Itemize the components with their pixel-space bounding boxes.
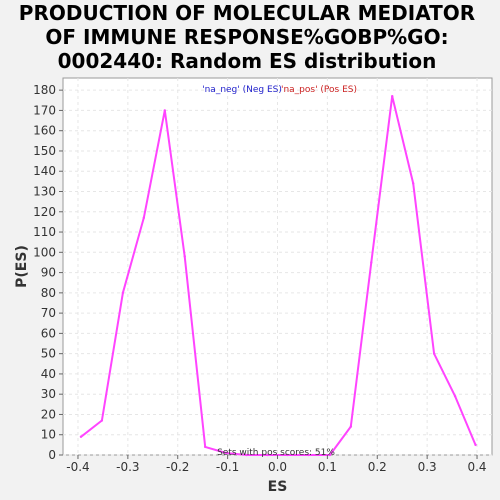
- pos-score-annotation: Sets with pos scores: 51%: [217, 448, 335, 458]
- x-tick-label: -0.3: [116, 460, 139, 474]
- x-tick-label: 0.3: [418, 460, 437, 474]
- data-point: [121, 291, 125, 295]
- data-point: [411, 182, 415, 185]
- title-line-0: PRODUCTION OF MOLECULAR MEDIATOR: [19, 1, 475, 25]
- y-tick-label: 100: [33, 245, 56, 259]
- y-tick-label: 50: [41, 347, 56, 361]
- y-tick-label: 180: [33, 83, 56, 97]
- y-tick-label: 70: [41, 306, 56, 320]
- y-tick-label: 20: [41, 407, 56, 421]
- y-tick-label: 150: [33, 144, 56, 158]
- data-point: [203, 445, 207, 449]
- title-line-1: OF IMMUNE RESPONSE%GOBP%GO:: [45, 25, 448, 49]
- title-line-2: 0002440: Random ES distribution: [58, 49, 437, 73]
- y-tick-label: 30: [41, 387, 56, 401]
- data-point: [183, 255, 186, 258]
- y-tick-label: 0: [48, 448, 56, 462]
- y-tick-label: 120: [33, 205, 56, 219]
- data-point: [370, 261, 373, 264]
- y-tick-label: 160: [33, 124, 56, 138]
- y-tick-label: 140: [33, 164, 56, 178]
- x-tick-label: 0.4: [467, 460, 486, 474]
- data-point: [391, 95, 394, 98]
- data-point: [163, 109, 166, 112]
- data-point: [266, 453, 269, 457]
- data-point: [307, 453, 310, 457]
- grid-lines: [63, 78, 492, 456]
- x-tick-label: -0.1: [216, 460, 239, 474]
- x-tick-label: -0.2: [166, 460, 189, 474]
- y-tick-label: 130: [33, 185, 56, 199]
- y-axis-label: P(ES): [14, 245, 30, 288]
- y-tick-label: 40: [41, 367, 56, 381]
- x-axis-label: ES: [268, 479, 288, 495]
- legend: 'na_neg' (Neg ES)'na_pos' (Pos ES): [202, 85, 357, 95]
- x-tick-label: -0.4: [66, 460, 89, 474]
- data-point: [453, 395, 457, 398]
- data-point: [142, 216, 146, 220]
- legend-entry-0: 'na_neg' (Neg ES): [202, 85, 282, 95]
- data-point: [328, 453, 332, 457]
- y-tick-label: 110: [33, 225, 56, 239]
- y-tick-label: 80: [41, 286, 56, 300]
- data-point: [79, 435, 83, 438]
- y-tick-label: 170: [33, 103, 56, 117]
- x-tick-label: 0.2: [368, 460, 387, 474]
- data-point: [474, 443, 477, 447]
- y-tick-label: 90: [41, 266, 56, 280]
- x-tick-label: 0.0: [268, 460, 287, 474]
- data-point: [245, 453, 248, 457]
- y-tick-label: 10: [41, 428, 56, 442]
- data-point: [349, 425, 353, 428]
- axes: 0 10 20 30 40 50 60 70 80 90 100 110 120 130 140 150 160…: [33, 83, 486, 474]
- data-point: [100, 419, 104, 422]
- legend-entry-1: 'na_pos' (Pos ES): [281, 85, 357, 95]
- y-tick-label: 60: [41, 326, 56, 340]
- data-point: [432, 352, 436, 355]
- x-tick-label: 0.1: [318, 460, 337, 474]
- data-point: [286, 453, 289, 457]
- data-point: [224, 451, 228, 455]
